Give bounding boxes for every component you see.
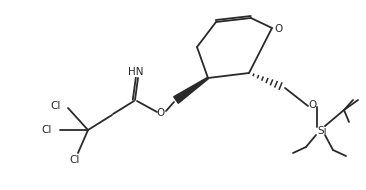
- Text: O: O: [309, 100, 317, 110]
- Polygon shape: [174, 77, 209, 103]
- Text: O: O: [157, 108, 165, 118]
- Text: Cl: Cl: [51, 101, 61, 111]
- Text: O: O: [275, 24, 283, 34]
- Text: Cl: Cl: [70, 155, 80, 165]
- Text: Cl: Cl: [42, 125, 52, 135]
- Text: HN: HN: [128, 67, 144, 77]
- Text: Si: Si: [317, 126, 327, 136]
